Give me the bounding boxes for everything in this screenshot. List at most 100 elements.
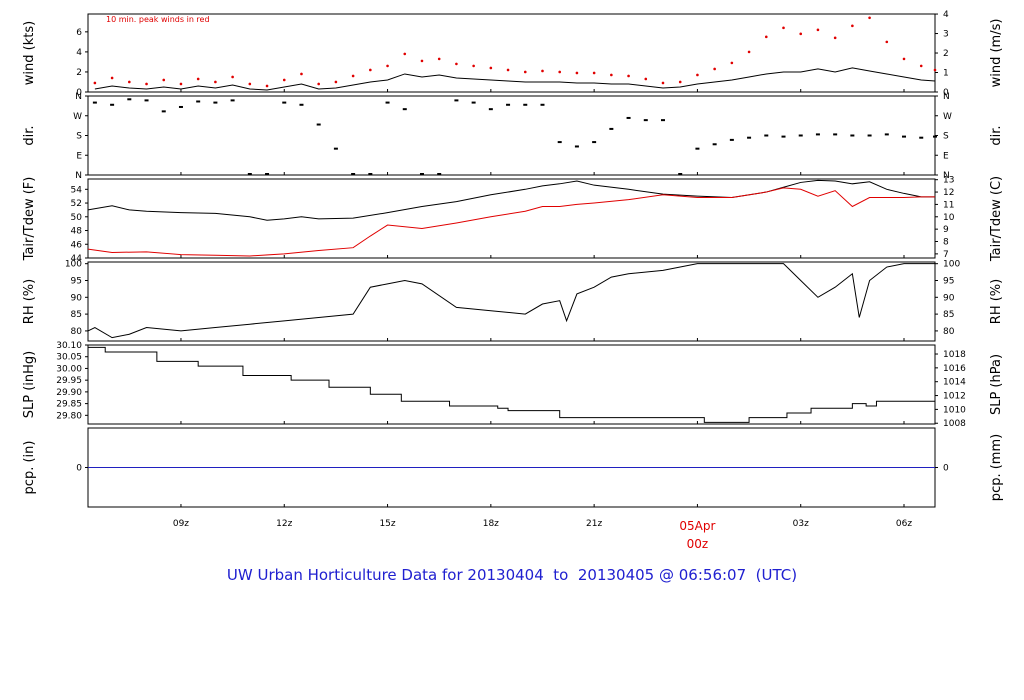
temp-right-tick-label: 7	[943, 250, 949, 260]
wind-peak-point	[627, 74, 630, 78]
dir-frame	[87, 95, 936, 176]
slp-left-tick-label: 30.00	[56, 364, 82, 374]
wind-direction-point	[867, 134, 872, 137]
wind-direction-point	[247, 173, 252, 175]
pcp-right-tick-label: 0	[943, 464, 949, 474]
temp-series-tdew	[87, 187, 935, 257]
wind-right-tick-label: 1	[943, 69, 949, 79]
wind-direction-point	[144, 99, 149, 102]
wind-peak-point	[592, 71, 596, 75]
pcp-left-axis-label: pcp. (in)	[22, 441, 37, 495]
wind-peak-point	[145, 82, 148, 86]
dir-right-tick-label: S	[943, 132, 949, 142]
pcp-panel: 0 0 pcp. (in) pcp. (mm)	[22, 427, 1004, 508]
wind-peak-point	[782, 26, 785, 30]
wind-peak-point	[885, 40, 889, 44]
wind-peak-point	[369, 68, 372, 72]
wind-peak-point	[317, 82, 320, 86]
wind-direction-point	[454, 99, 459, 102]
slp-right-axis-label: SLP (hPa)	[989, 354, 1004, 415]
wind-direction-point	[540, 103, 545, 106]
wind-peak-point	[902, 57, 906, 61]
pcp-left-tick-label: 0	[76, 464, 82, 474]
wind-peak-point	[851, 24, 854, 28]
temp-left-tick-label: 52	[71, 199, 82, 209]
wind-right-tick-label: 4	[943, 10, 949, 20]
dir-left-axis-label: dir.	[22, 125, 37, 145]
temp-right-axis-label: Tair/Tdew (C)	[989, 176, 1004, 262]
wind-peak-point	[265, 84, 269, 88]
wind-direction-point	[747, 136, 752, 139]
wind-direction-point	[626, 116, 631, 119]
wind-peak-point	[403, 52, 407, 56]
dir-right-tick-label: E	[943, 151, 949, 161]
wind-direction-point	[213, 101, 218, 104]
wind-peak-point	[110, 76, 114, 80]
slp-series-slp	[88, 346, 935, 423]
dir-right-tick-label: N	[943, 92, 950, 102]
temp-right-tick-label: 9	[943, 225, 949, 235]
temp-frame	[87, 178, 936, 259]
wind-right-tick-label: 0	[943, 88, 949, 98]
wind-direction-point	[919, 136, 924, 139]
wind-peak-point	[558, 70, 562, 74]
temp-left-tick-label: 46	[71, 240, 83, 250]
wind-direction-point	[161, 110, 166, 113]
slp-left-tick-label: 29.80	[56, 411, 82, 421]
wind-direction-point	[196, 100, 201, 103]
wind-peak-point	[661, 81, 665, 85]
wind-direction-point	[902, 135, 907, 138]
slp-left-tick-label: 30.10	[56, 341, 82, 351]
wind-direction-point	[110, 103, 115, 106]
wind-direction-point	[678, 173, 683, 175]
wind-peak-point	[523, 70, 527, 74]
wind-peak-point	[93, 81, 97, 85]
wind-peak-point	[696, 73, 699, 77]
wind-annotation: 10 min. peak winds in red	[106, 15, 210, 24]
dir-right-tick-label: N	[943, 171, 950, 181]
dir-left-tick-label: N	[75, 171, 82, 181]
wind-peak-point	[351, 74, 355, 78]
dir-left-tick-label: E	[76, 151, 82, 161]
wind-right-tick-label: 3	[943, 30, 949, 40]
rh-right-tick-label: 90	[943, 293, 955, 303]
wind-direction-point	[609, 127, 614, 130]
rh-frame	[87, 261, 936, 342]
wind-direction-point	[351, 173, 356, 175]
wind-direction-point	[712, 143, 717, 146]
wind-left-tick-label: 2	[76, 68, 82, 78]
wind-peak-point	[799, 32, 803, 36]
wind-direction-point	[933, 135, 937, 138]
wind-direction-point	[781, 135, 786, 138]
time-tick-label: 09z	[173, 519, 189, 529]
wind-peak-point	[610, 73, 613, 77]
wind-peak-point	[162, 78, 166, 82]
wind-panel: 0 2 4 6 0 1 2 3 4 wind (kts) wind (m/s) 10 min. pea…	[22, 10, 1004, 98]
wind-direction-point	[316, 123, 321, 126]
wind-direction-point	[230, 99, 235, 102]
slp-left-tick-label: 29.95	[56, 376, 82, 386]
wind-series-wind-speed	[94, 67, 936, 91]
wind-peak-point	[214, 80, 217, 84]
pcp-right-axis-label: pcp. (mm)	[989, 434, 1004, 501]
dir-left-tick-label: N	[75, 92, 82, 102]
wind-peak-point	[868, 16, 871, 20]
slp-right-tick-label: 1018	[943, 350, 966, 360]
wind-direction-point	[419, 173, 424, 175]
time-tick-label: 12z	[276, 519, 292, 529]
wind-direction-point	[660, 119, 665, 122]
day-marker-date: 05Apr	[679, 519, 715, 533]
wind-peak-point	[334, 80, 338, 84]
temp-series-tair	[87, 179, 935, 221]
wind-peak-point	[231, 75, 234, 79]
wind-peak-point	[472, 64, 475, 68]
dir-right-tick-label: W	[943, 112, 952, 122]
temp-left-tick-label: 50	[71, 213, 83, 223]
wind-direction-point	[884, 133, 889, 136]
wind-direction-point	[506, 103, 511, 106]
time-tick-label: 06z	[896, 519, 912, 529]
wind-direction-point	[437, 173, 442, 175]
slp-right-tick-label: 1012	[943, 392, 966, 402]
rh-series-rh	[87, 263, 935, 339]
